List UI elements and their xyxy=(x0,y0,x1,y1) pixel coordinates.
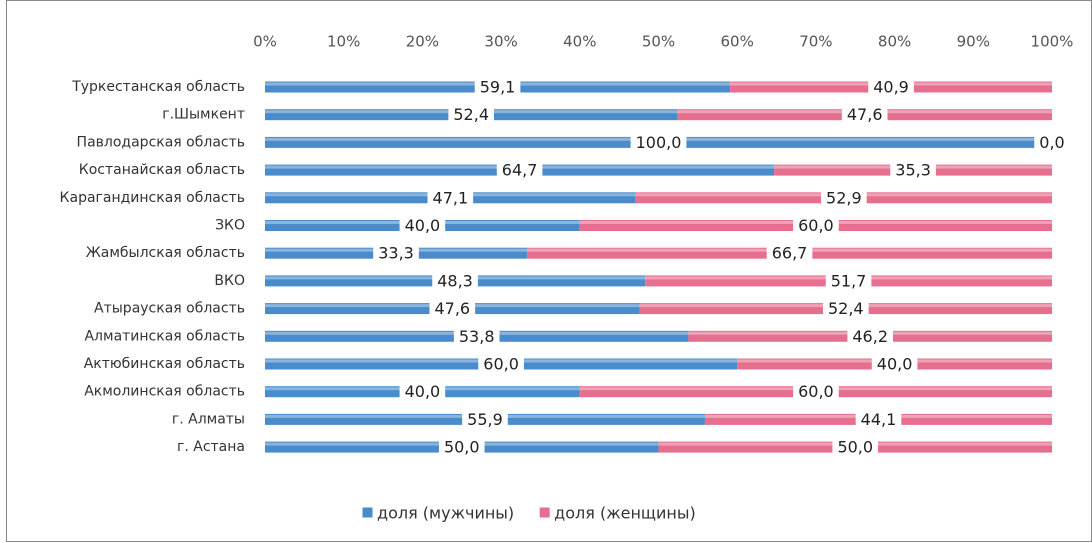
data-label-box xyxy=(432,270,478,291)
data-label: 52,4 xyxy=(828,299,864,318)
data-label-box xyxy=(373,243,419,264)
data-label: 33,3 xyxy=(378,244,414,263)
data-label-box xyxy=(462,409,508,430)
data-label-box xyxy=(1034,132,1070,153)
data-label: 52,4 xyxy=(453,105,489,124)
x-tick-label: 70% xyxy=(799,33,832,51)
y-tick-label: Алматинская область xyxy=(84,328,245,344)
x-tick-label: 100% xyxy=(1031,33,1074,51)
y-tick-label: ВКО xyxy=(214,273,245,289)
data-label: 35,3 xyxy=(895,161,931,180)
data-label-box xyxy=(847,326,894,347)
data-label: 60,0 xyxy=(798,216,834,235)
y-tick-label: Акмолинская область xyxy=(84,384,245,400)
data-label-box xyxy=(427,187,474,208)
data-label-box xyxy=(793,381,839,402)
data-label: 44,1 xyxy=(861,410,897,429)
y-tick-label: г. Алматы xyxy=(172,411,245,427)
data-label-box xyxy=(841,104,888,125)
data-label-box xyxy=(496,160,543,181)
data-label: 0,0 xyxy=(1039,133,1064,152)
legend-swatch xyxy=(538,506,551,519)
data-label-box xyxy=(453,326,500,347)
data-label-box xyxy=(793,215,839,236)
data-label-box xyxy=(630,132,687,153)
data-label: 50,0 xyxy=(837,438,873,457)
y-tick-label: Атырауская область xyxy=(94,301,245,317)
data-label: 47,6 xyxy=(847,105,883,124)
y-tick-label: г.Шымкент xyxy=(162,107,245,123)
data-label-box xyxy=(399,215,446,236)
data-label-box xyxy=(890,160,936,181)
data-label-box xyxy=(825,270,872,291)
data-label-box xyxy=(855,409,902,430)
legend-label: доля (женщины) xyxy=(554,504,696,523)
x-tick-label: 0% xyxy=(253,33,277,51)
data-label: 55,9 xyxy=(467,410,503,429)
data-label-box xyxy=(822,298,869,319)
data-label-box xyxy=(478,354,524,374)
x-tick-label: 60% xyxy=(721,33,754,51)
x-tick-label: 90% xyxy=(957,33,990,51)
data-label: 50,0 xyxy=(444,438,480,457)
data-label: 47,6 xyxy=(434,299,470,318)
data-label: 59,1 xyxy=(480,78,516,97)
data-label: 48,3 xyxy=(437,271,473,290)
x-tick-label: 50% xyxy=(642,33,675,51)
data-label: 64,7 xyxy=(502,161,538,180)
y-tick-label: Костанайская область xyxy=(79,162,245,178)
data-label: 40,0 xyxy=(877,355,913,374)
data-label-box xyxy=(868,77,914,97)
data-label-box xyxy=(429,298,476,319)
data-label-box xyxy=(871,354,918,374)
legend-label: доля (мужчины) xyxy=(377,504,514,523)
data-label-box xyxy=(474,77,521,97)
data-label: 40,0 xyxy=(405,382,441,401)
data-label: 46,2 xyxy=(852,327,888,346)
x-tick-label: 10% xyxy=(327,33,360,51)
data-label: 40,0 xyxy=(405,216,441,235)
data-label: 52,9 xyxy=(826,188,862,207)
x-tick-label: 20% xyxy=(406,33,439,51)
data-label-box xyxy=(448,104,495,125)
data-label: 100,0 xyxy=(636,133,682,152)
data-label: 53,8 xyxy=(459,327,495,346)
data-label-box xyxy=(399,381,446,402)
y-tick-label: Туркестанская область xyxy=(71,79,245,95)
data-label: 60,0 xyxy=(798,382,834,401)
y-tick-label: Актюбинская область xyxy=(84,356,245,372)
data-label: 51,7 xyxy=(831,271,867,290)
data-label: 66,7 xyxy=(772,244,808,263)
data-label-box xyxy=(821,187,867,208)
y-tick-label: Жамбылская область xyxy=(86,245,245,261)
y-tick-label: г. Астана xyxy=(177,439,245,455)
data-label: 60,0 xyxy=(483,355,519,374)
legend-swatch xyxy=(361,506,374,519)
data-label-box xyxy=(438,437,485,458)
y-tick-label: Карагандинская область xyxy=(60,190,245,206)
x-tick-label: 30% xyxy=(484,33,517,51)
data-label-box xyxy=(832,437,879,458)
y-tick-label: Павлодарская область xyxy=(77,134,245,150)
data-label: 40,9 xyxy=(873,78,909,97)
x-tick-label: 40% xyxy=(563,33,596,51)
x-tick-label: 80% xyxy=(878,33,911,51)
data-label: 47,1 xyxy=(433,188,469,207)
y-tick-label: ЗКО xyxy=(215,218,245,234)
data-label-box xyxy=(766,243,813,264)
